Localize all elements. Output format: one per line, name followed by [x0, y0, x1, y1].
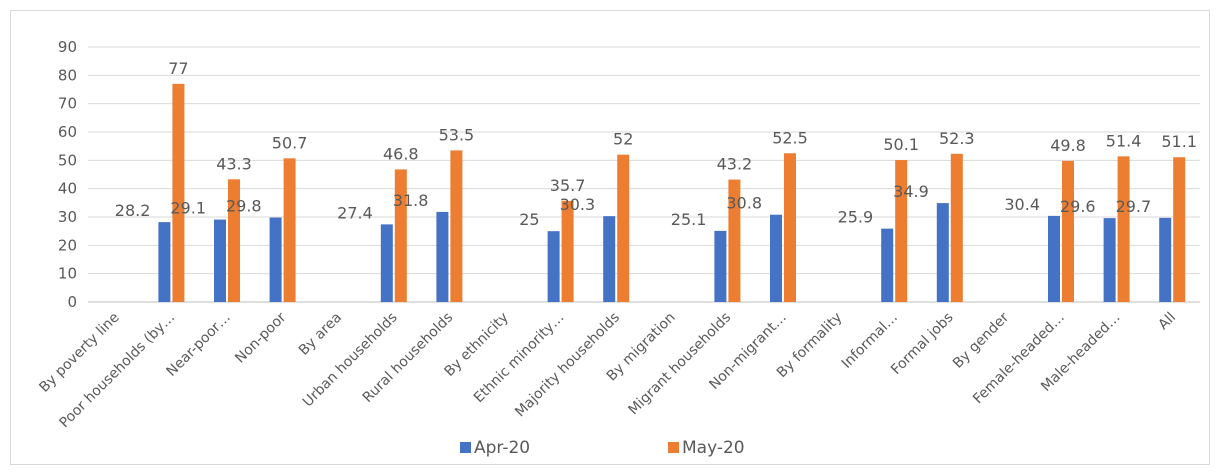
data-label-apr: 29.1 [170, 199, 206, 218]
bar-may [1062, 161, 1074, 302]
bar-apr [1104, 218, 1116, 302]
bar-may [172, 84, 184, 302]
legend: Apr-20 May-20 [460, 438, 745, 458]
data-label-may: 43.3 [216, 154, 252, 173]
bar-apr [714, 231, 726, 302]
y-tick-label: 60 [58, 123, 77, 141]
data-label-apr: 30.3 [560, 195, 596, 214]
data-label-may: 53.5 [439, 125, 475, 144]
bar-apr [270, 218, 282, 302]
data-label-may: 77 [168, 59, 188, 78]
x-category-label: Majority households [512, 310, 623, 421]
data-label-may: 52.5 [772, 128, 808, 147]
legend-swatch [460, 442, 471, 453]
bar-apr [214, 220, 226, 302]
x-category-label: Migrant households [626, 310, 735, 419]
x-category-label: By area [296, 310, 345, 359]
y-tick-label: 0 [67, 293, 77, 311]
y-tick-label: 10 [58, 265, 77, 283]
gridlines [88, 47, 1200, 302]
bar-apr [381, 224, 393, 302]
bar-apr [1159, 218, 1171, 302]
bar-may [395, 169, 407, 302]
y-tick-label: 90 [58, 38, 77, 56]
data-label-apr: 25.1 [671, 210, 707, 229]
data-label-may: 49.8 [1050, 136, 1086, 155]
bar-apr [603, 216, 615, 302]
bar-apr [937, 203, 949, 302]
x-category-label: Non-poor [232, 309, 289, 366]
data-label-apr: 31.8 [393, 191, 429, 210]
bar-apr [548, 231, 560, 302]
data-labels: 28.2 77 29.1 43.3 29.8 50.7 27.4 46.8 31.8 53.5 25… [115, 59, 1197, 229]
data-label-apr: 25 [519, 210, 539, 229]
bar-may [951, 154, 963, 302]
data-label-apr: 27.4 [337, 203, 373, 222]
data-label-may: 51.1 [1161, 132, 1197, 151]
data-label-apr: 34.9 [893, 182, 929, 201]
bars [158, 84, 1185, 302]
data-label-apr: 29.8 [226, 197, 262, 216]
y-tick-label: 30 [58, 208, 77, 226]
data-label-may: 52.3 [939, 129, 975, 148]
data-label-apr: 30.8 [726, 194, 762, 213]
x-category-label: Urban households [300, 310, 401, 411]
bar-apr [158, 222, 170, 302]
legend-label: Apr-20 [474, 438, 530, 458]
data-label-apr: 30.4 [1004, 195, 1040, 214]
data-label-may: 50.1 [883, 135, 919, 154]
x-category-label: Poor households (by… [57, 310, 179, 432]
data-label-may: 43.2 [717, 155, 753, 174]
y-tick-label: 20 [58, 236, 77, 254]
legend-swatch [668, 442, 679, 453]
data-label-may: 46.8 [383, 144, 419, 163]
data-label-may: 51.4 [1106, 131, 1142, 150]
bar-apr [1048, 216, 1060, 302]
bar-may [1118, 156, 1130, 302]
bar-may [1173, 157, 1185, 302]
data-label-apr: 28.2 [115, 201, 151, 220]
y-tick-label: 80 [58, 66, 77, 84]
data-label-may: 35.7 [550, 176, 586, 195]
bar-may [562, 201, 574, 302]
bar-apr [436, 212, 448, 302]
y-tick-label: 50 [58, 151, 77, 169]
y-tick-label: 40 [58, 180, 77, 198]
data-label-may: 50.7 [272, 133, 308, 152]
bar-may [450, 150, 462, 302]
x-category-label: All [1155, 310, 1179, 334]
bar-apr [881, 229, 893, 302]
bar-may [284, 158, 296, 302]
data-label-may: 52 [613, 130, 633, 149]
data-label-apr: 29.6 [1060, 197, 1096, 216]
y-tick-label: 70 [58, 95, 77, 113]
bar-may [617, 155, 629, 302]
data-label-apr: 25.9 [838, 208, 874, 227]
y-axis: 0 10 20 30 40 50 60 70 80 90 [58, 38, 77, 311]
bar-apr [770, 215, 782, 302]
x-category-label: Female-headed… [970, 310, 1068, 408]
bar-may [784, 153, 796, 302]
data-label-apr: 29.7 [1116, 197, 1152, 216]
legend-label: May-20 [682, 438, 745, 458]
